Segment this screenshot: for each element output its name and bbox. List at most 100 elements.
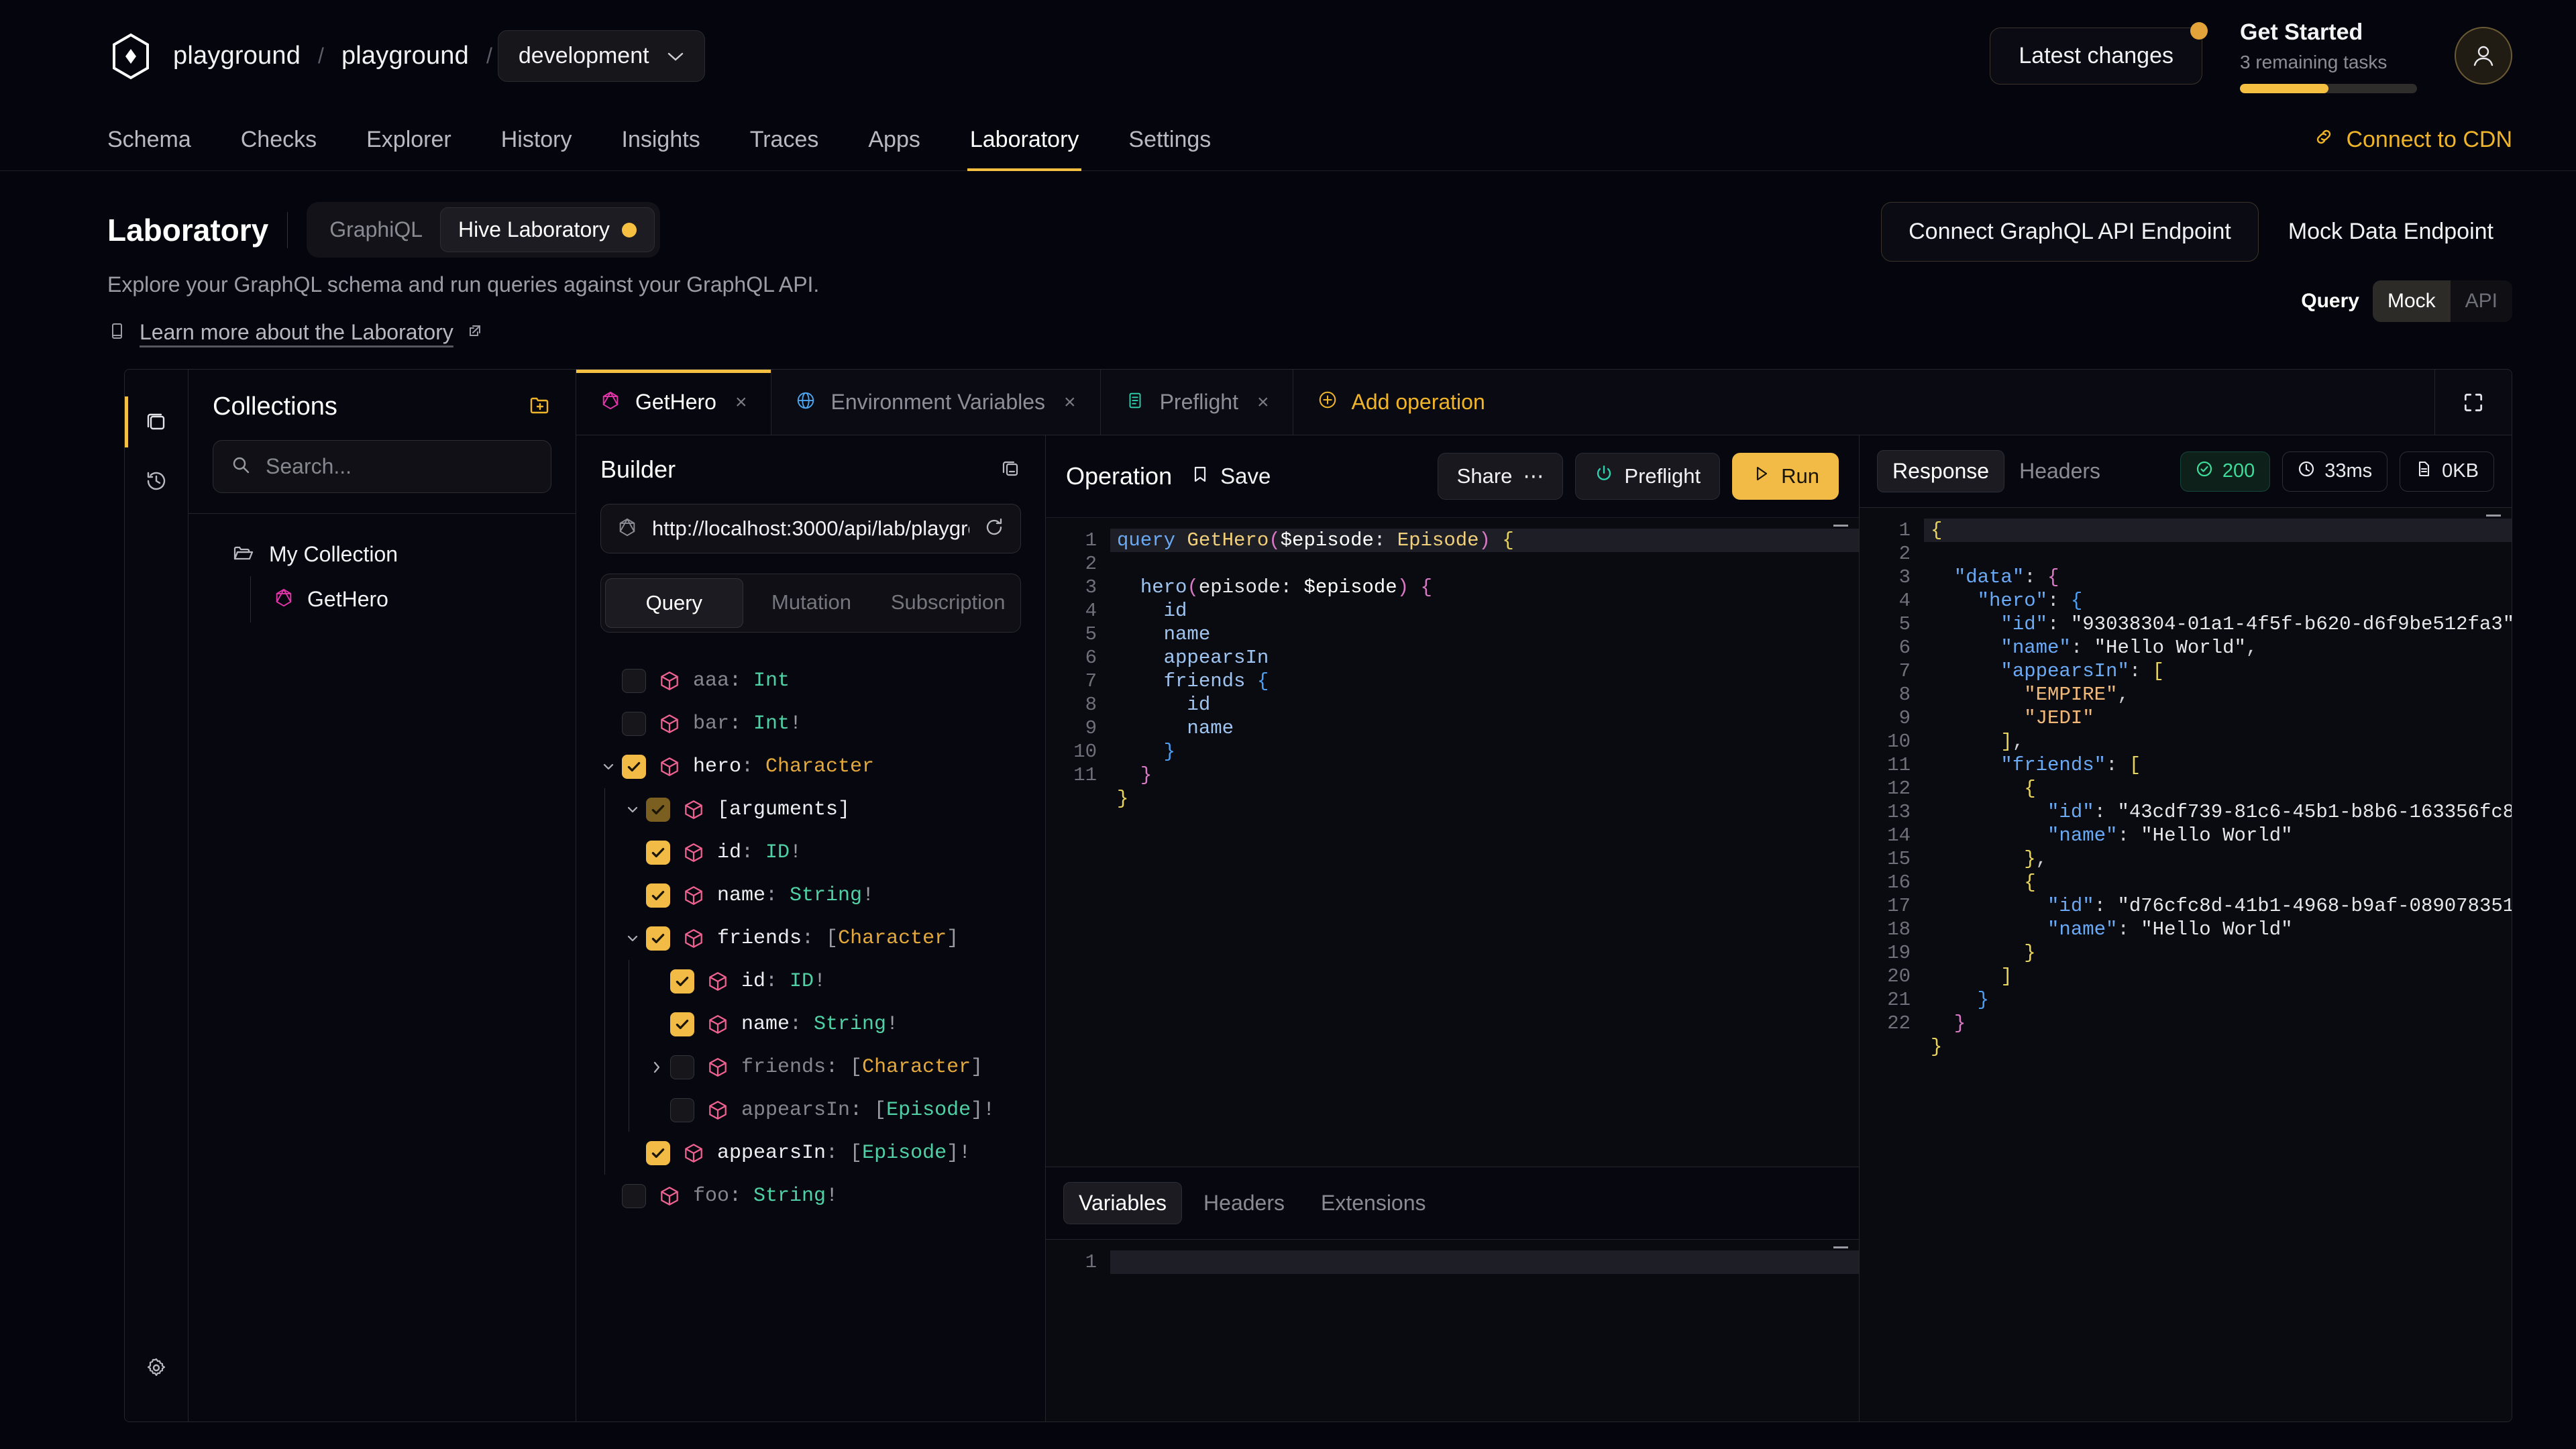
tree-guide-line (604, 788, 605, 831)
field-checkbox[interactable] (622, 1184, 646, 1208)
response-viewer[interactable]: 1 2 3 4 5 6 7 8 9 10 11 12 13 14 15 16 17 18 19 20 21 22 { "d… (1860, 507, 2512, 1421)
chevron-right-icon[interactable] (643, 1059, 670, 1075)
search-box[interactable] (213, 440, 551, 493)
nav-item-explorer[interactable]: Explorer (366, 127, 451, 152)
nav-item-insights[interactable]: Insights (621, 127, 700, 152)
rail-item-settings[interactable] (125, 1338, 189, 1397)
refresh-icon[interactable] (984, 517, 1004, 541)
fullscreen-button[interactable] (2434, 370, 2512, 435)
nav-item-laboratory[interactable]: Laboratory (967, 127, 1081, 171)
field-row[interactable]: id: ID! (576, 831, 1029, 874)
collapse-handle[interactable] (2486, 515, 2501, 517)
collection-folder-my-collection[interactable]: My Collection (189, 533, 576, 576)
tree-guide-line (604, 960, 605, 1003)
toggle-hive-laboratory[interactable]: Hive Laboratory (440, 207, 655, 252)
mock-data-endpoint-button[interactable]: Mock Data Endpoint (2288, 219, 2493, 244)
chevron-down-icon[interactable] (619, 802, 646, 818)
op-tab-preflight[interactable]: Preflight × (1100, 370, 1294, 435)
new-folder-icon[interactable] (529, 394, 551, 420)
run-button[interactable]: Run (1732, 453, 1839, 500)
chevron-down-icon (667, 51, 684, 62)
endpoint-url-field[interactable]: http://localhost:3000/api/lab/playground (600, 504, 1021, 553)
field-row[interactable]: friends: [Character] (576, 1046, 1029, 1089)
tab-variables[interactable]: Variables (1063, 1182, 1183, 1224)
query-editor[interactable]: 1 2 3 4 5 6 7 8 9 10 11 query GetHero($episode: Ep… (1046, 517, 1859, 1167)
field-checkbox[interactable] (646, 883, 670, 908)
save-button[interactable]: Save (1191, 464, 1271, 489)
share-button[interactable]: Share ⋯ (1437, 453, 1564, 500)
tab-response[interactable]: Response (1877, 450, 2005, 492)
field-checkbox[interactable] (622, 669, 646, 693)
copy-minus-icon[interactable] (1000, 458, 1021, 482)
breadcrumb-org[interactable]: playground (173, 42, 301, 70)
nav-item-checks[interactable]: Checks (240, 127, 317, 152)
preflight-button[interactable]: Preflight (1575, 453, 1721, 500)
field-row[interactable]: friends: [Character] (576, 917, 1029, 960)
variables-editor[interactable]: 1 (1046, 1239, 1859, 1421)
field-row[interactable]: appearsIn: [Episode]! (576, 1089, 1029, 1132)
nav-item-history[interactable]: History (500, 127, 572, 152)
op-tab-gethero[interactable]: GetHero × (576, 370, 772, 435)
op-tab-environment-variables[interactable]: Environment Variables × (771, 370, 1101, 435)
close-icon[interactable]: × (1064, 390, 1076, 413)
environment-selector[interactable]: development (497, 30, 705, 82)
field-checkbox[interactable] (622, 712, 646, 736)
search-input[interactable] (266, 454, 533, 479)
variables-editor-code[interactable] (1110, 1240, 1859, 1421)
field-checkbox[interactable] (670, 969, 694, 994)
mode-option-mock[interactable]: Mock (2372, 280, 2451, 322)
op-type-query[interactable]: Query (605, 578, 743, 628)
avatar[interactable] (2455, 27, 2512, 85)
chevron-down-icon[interactable] (595, 759, 622, 775)
get-started-widget[interactable]: Get Started 3 remaining tasks (2240, 19, 2417, 93)
field-row[interactable]: appearsIn: [Episode]! (576, 1132, 1029, 1175)
rail-item-collections[interactable] (125, 392, 189, 451)
breadcrumb-project[interactable]: playground (341, 42, 469, 70)
op-type-mutation[interactable]: Mutation (771, 590, 851, 614)
learn-more-row[interactable]: Learn more about the Laboratory (107, 320, 1881, 345)
field-checkbox[interactable] (646, 798, 670, 822)
collapse-handle[interactable] (1833, 525, 1848, 527)
field-checkbox[interactable] (646, 1141, 670, 1165)
field-row[interactable]: bar: Int! (576, 702, 1029, 745)
field-checkbox[interactable] (670, 1012, 694, 1036)
hive-hexagon-logo[interactable] (107, 33, 154, 80)
query-editor-code[interactable]: query GetHero($episode: Episode) { hero(… (1110, 518, 1859, 1167)
field-checkbox[interactable] (622, 755, 646, 779)
close-icon[interactable]: × (735, 390, 747, 413)
field-row[interactable]: foo: String! (576, 1175, 1029, 1218)
tab-headers[interactable]: Headers (1203, 1191, 1285, 1215)
field-checkbox[interactable] (646, 841, 670, 865)
mode-option-api[interactable]: API (2465, 290, 2498, 312)
field-checkbox[interactable] (646, 926, 670, 951)
field-row[interactable]: aaa: Int (576, 659, 1029, 702)
close-icon[interactable]: × (1256, 390, 1269, 413)
tab-extensions[interactable]: Extensions (1320, 1191, 1426, 1215)
code-line: query GetHero($episode: Episode) { (1110, 529, 1859, 552)
op-type-subscription[interactable]: Subscription (890, 590, 1006, 614)
nav-item-apps[interactable]: Apps (868, 127, 920, 152)
nav-item-schema[interactable]: Schema (107, 127, 191, 152)
add-operation-button[interactable]: Add operation (1293, 370, 1509, 435)
chevron-down-icon[interactable] (619, 930, 646, 947)
connect-to-cdn-link[interactable]: Connect to CDN (2314, 127, 2512, 170)
connect-graphql-api-endpoint-button[interactable]: Connect GraphQL API Endpoint (1881, 202, 2259, 262)
field-row[interactable]: [arguments] (576, 788, 1029, 831)
response-code[interactable]: { "data": { "hero": { "id": "93038304-01… (1924, 508, 2512, 1421)
toggle-graphiql[interactable]: GraphiQL (329, 217, 423, 241)
field-row[interactable]: id: ID! (576, 960, 1029, 1003)
field-checkbox[interactable] (670, 1055, 694, 1079)
tab-response-headers[interactable]: Headers (2019, 459, 2101, 483)
field-row[interactable]: hero: Character (576, 745, 1029, 788)
nav-item-traces[interactable]: Traces (749, 127, 819, 152)
nav-item-settings[interactable]: Settings (1128, 127, 1212, 152)
code-line: } (1977, 989, 1990, 1011)
field-checkbox[interactable] (670, 1098, 694, 1122)
field-row[interactable]: name: String! (576, 874, 1029, 917)
rail-item-history[interactable] (125, 451, 189, 511)
field-row[interactable]: name: String! (576, 1003, 1029, 1046)
bookmark-icon (1191, 464, 1210, 489)
collection-item-gethero[interactable]: GetHero (251, 576, 576, 623)
collapse-handle[interactable] (1833, 1246, 1848, 1248)
latest-changes-button[interactable]: Latest changes (1990, 21, 2208, 85)
